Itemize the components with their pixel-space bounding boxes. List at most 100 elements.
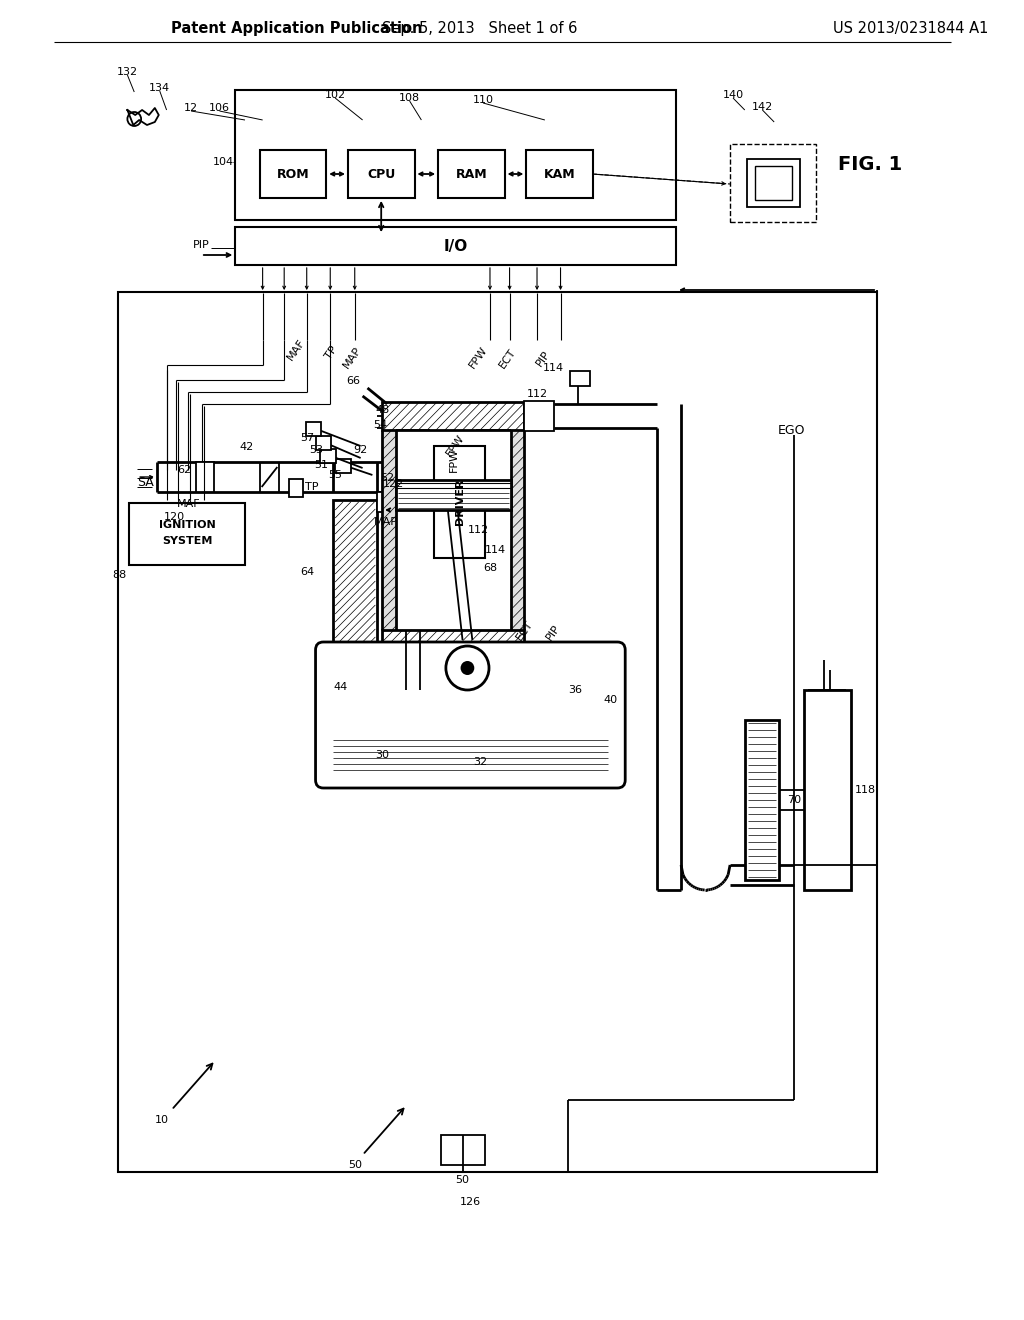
Bar xyxy=(377,492,391,512)
Bar xyxy=(333,500,377,672)
Polygon shape xyxy=(127,108,159,125)
Text: IGNITION: IGNITION xyxy=(159,520,215,531)
Text: 32: 32 xyxy=(473,756,487,767)
Bar xyxy=(804,690,851,890)
Text: 64: 64 xyxy=(301,568,314,577)
Text: 44: 44 xyxy=(334,682,348,692)
Text: DRIVER: DRIVER xyxy=(455,479,465,525)
Text: 66: 66 xyxy=(346,376,359,385)
Text: 51: 51 xyxy=(314,459,329,470)
Text: 62: 62 xyxy=(177,465,191,475)
Text: 57: 57 xyxy=(301,433,314,444)
Text: KAM: KAM xyxy=(544,168,575,181)
Text: 112: 112 xyxy=(468,525,488,535)
Bar xyxy=(260,150,327,198)
Bar xyxy=(746,158,800,207)
Bar xyxy=(321,449,336,463)
Bar xyxy=(236,227,676,265)
Text: SA: SA xyxy=(136,477,154,490)
Text: MAF: MAF xyxy=(177,499,201,510)
Text: MAF: MAF xyxy=(285,338,307,363)
Text: 114: 114 xyxy=(485,545,507,554)
Text: TP: TP xyxy=(305,482,318,492)
Text: 48: 48 xyxy=(375,405,389,414)
Bar xyxy=(236,90,676,220)
Bar xyxy=(570,371,590,385)
Text: FIG. 1: FIG. 1 xyxy=(838,156,902,174)
Text: 30: 30 xyxy=(375,750,389,760)
Bar xyxy=(196,462,214,492)
Text: 53: 53 xyxy=(309,445,324,455)
Text: TP: TP xyxy=(324,345,339,362)
Text: 134: 134 xyxy=(150,83,170,92)
Text: EGO: EGO xyxy=(778,424,806,437)
Text: 54: 54 xyxy=(373,420,387,430)
Bar xyxy=(306,422,322,436)
Text: 36: 36 xyxy=(568,685,583,696)
Text: US 2013/0231844 A1: US 2013/0231844 A1 xyxy=(833,21,988,36)
Text: 108: 108 xyxy=(399,92,420,103)
Text: 112: 112 xyxy=(526,389,548,399)
Text: 140: 140 xyxy=(723,90,743,100)
Bar xyxy=(730,144,816,222)
Bar xyxy=(434,446,485,558)
Bar xyxy=(438,150,505,198)
Text: RAM: RAM xyxy=(456,168,487,181)
Text: 102: 102 xyxy=(325,90,346,100)
Text: Patent Application Publication: Patent Application Publication xyxy=(171,21,423,36)
Text: MAP: MAP xyxy=(374,517,398,527)
Text: 142: 142 xyxy=(752,102,773,112)
Bar xyxy=(348,150,415,198)
Bar xyxy=(524,401,554,432)
Text: 55: 55 xyxy=(328,470,342,480)
Bar xyxy=(289,479,303,498)
Bar xyxy=(118,292,878,1172)
Text: 50: 50 xyxy=(456,1175,470,1185)
Text: 92: 92 xyxy=(353,445,368,455)
Bar xyxy=(335,459,351,473)
Text: PIP: PIP xyxy=(193,240,209,249)
Text: 120: 120 xyxy=(164,512,185,521)
Text: SYSTEM: SYSTEM xyxy=(162,536,212,546)
Text: 104: 104 xyxy=(213,157,234,168)
Bar xyxy=(315,436,331,450)
Text: 12: 12 xyxy=(184,103,199,114)
Text: 132: 132 xyxy=(117,67,138,77)
Text: 10: 10 xyxy=(155,1115,169,1125)
Text: ECT: ECT xyxy=(498,346,518,370)
Bar xyxy=(382,430,396,630)
Text: FPW: FPW xyxy=(444,432,467,458)
Text: FPW: FPW xyxy=(449,447,459,473)
Text: I/O: I/O xyxy=(443,239,468,253)
Text: PIP: PIP xyxy=(534,348,552,368)
Bar xyxy=(382,630,524,649)
Text: 118: 118 xyxy=(855,785,876,795)
Text: 50: 50 xyxy=(348,1160,361,1170)
Bar xyxy=(441,1135,485,1166)
Text: CPU: CPU xyxy=(367,168,395,181)
Text: ROM: ROM xyxy=(276,168,309,181)
Text: 106: 106 xyxy=(209,103,230,114)
Text: 114: 114 xyxy=(543,363,564,374)
Text: 110: 110 xyxy=(473,95,494,106)
Bar xyxy=(511,430,524,630)
Text: 126: 126 xyxy=(460,1197,481,1206)
Text: 70: 70 xyxy=(786,795,801,805)
Text: 122: 122 xyxy=(383,479,404,488)
Text: Sep. 5, 2013   Sheet 1 of 6: Sep. 5, 2013 Sheet 1 of 6 xyxy=(383,21,578,36)
Bar xyxy=(744,719,779,880)
Text: ECT: ECT xyxy=(514,618,535,642)
Bar xyxy=(129,503,245,565)
Text: 40: 40 xyxy=(603,696,617,705)
Text: 52: 52 xyxy=(380,473,394,483)
Bar xyxy=(755,166,792,201)
Bar xyxy=(382,403,524,430)
Text: PIP: PIP xyxy=(545,622,562,642)
Bar xyxy=(526,150,593,198)
Text: 68: 68 xyxy=(483,564,497,573)
Bar xyxy=(396,480,511,510)
Text: FPW: FPW xyxy=(467,345,489,370)
FancyBboxPatch shape xyxy=(315,642,626,788)
Text: 42: 42 xyxy=(240,442,254,451)
Text: 88: 88 xyxy=(113,570,127,579)
